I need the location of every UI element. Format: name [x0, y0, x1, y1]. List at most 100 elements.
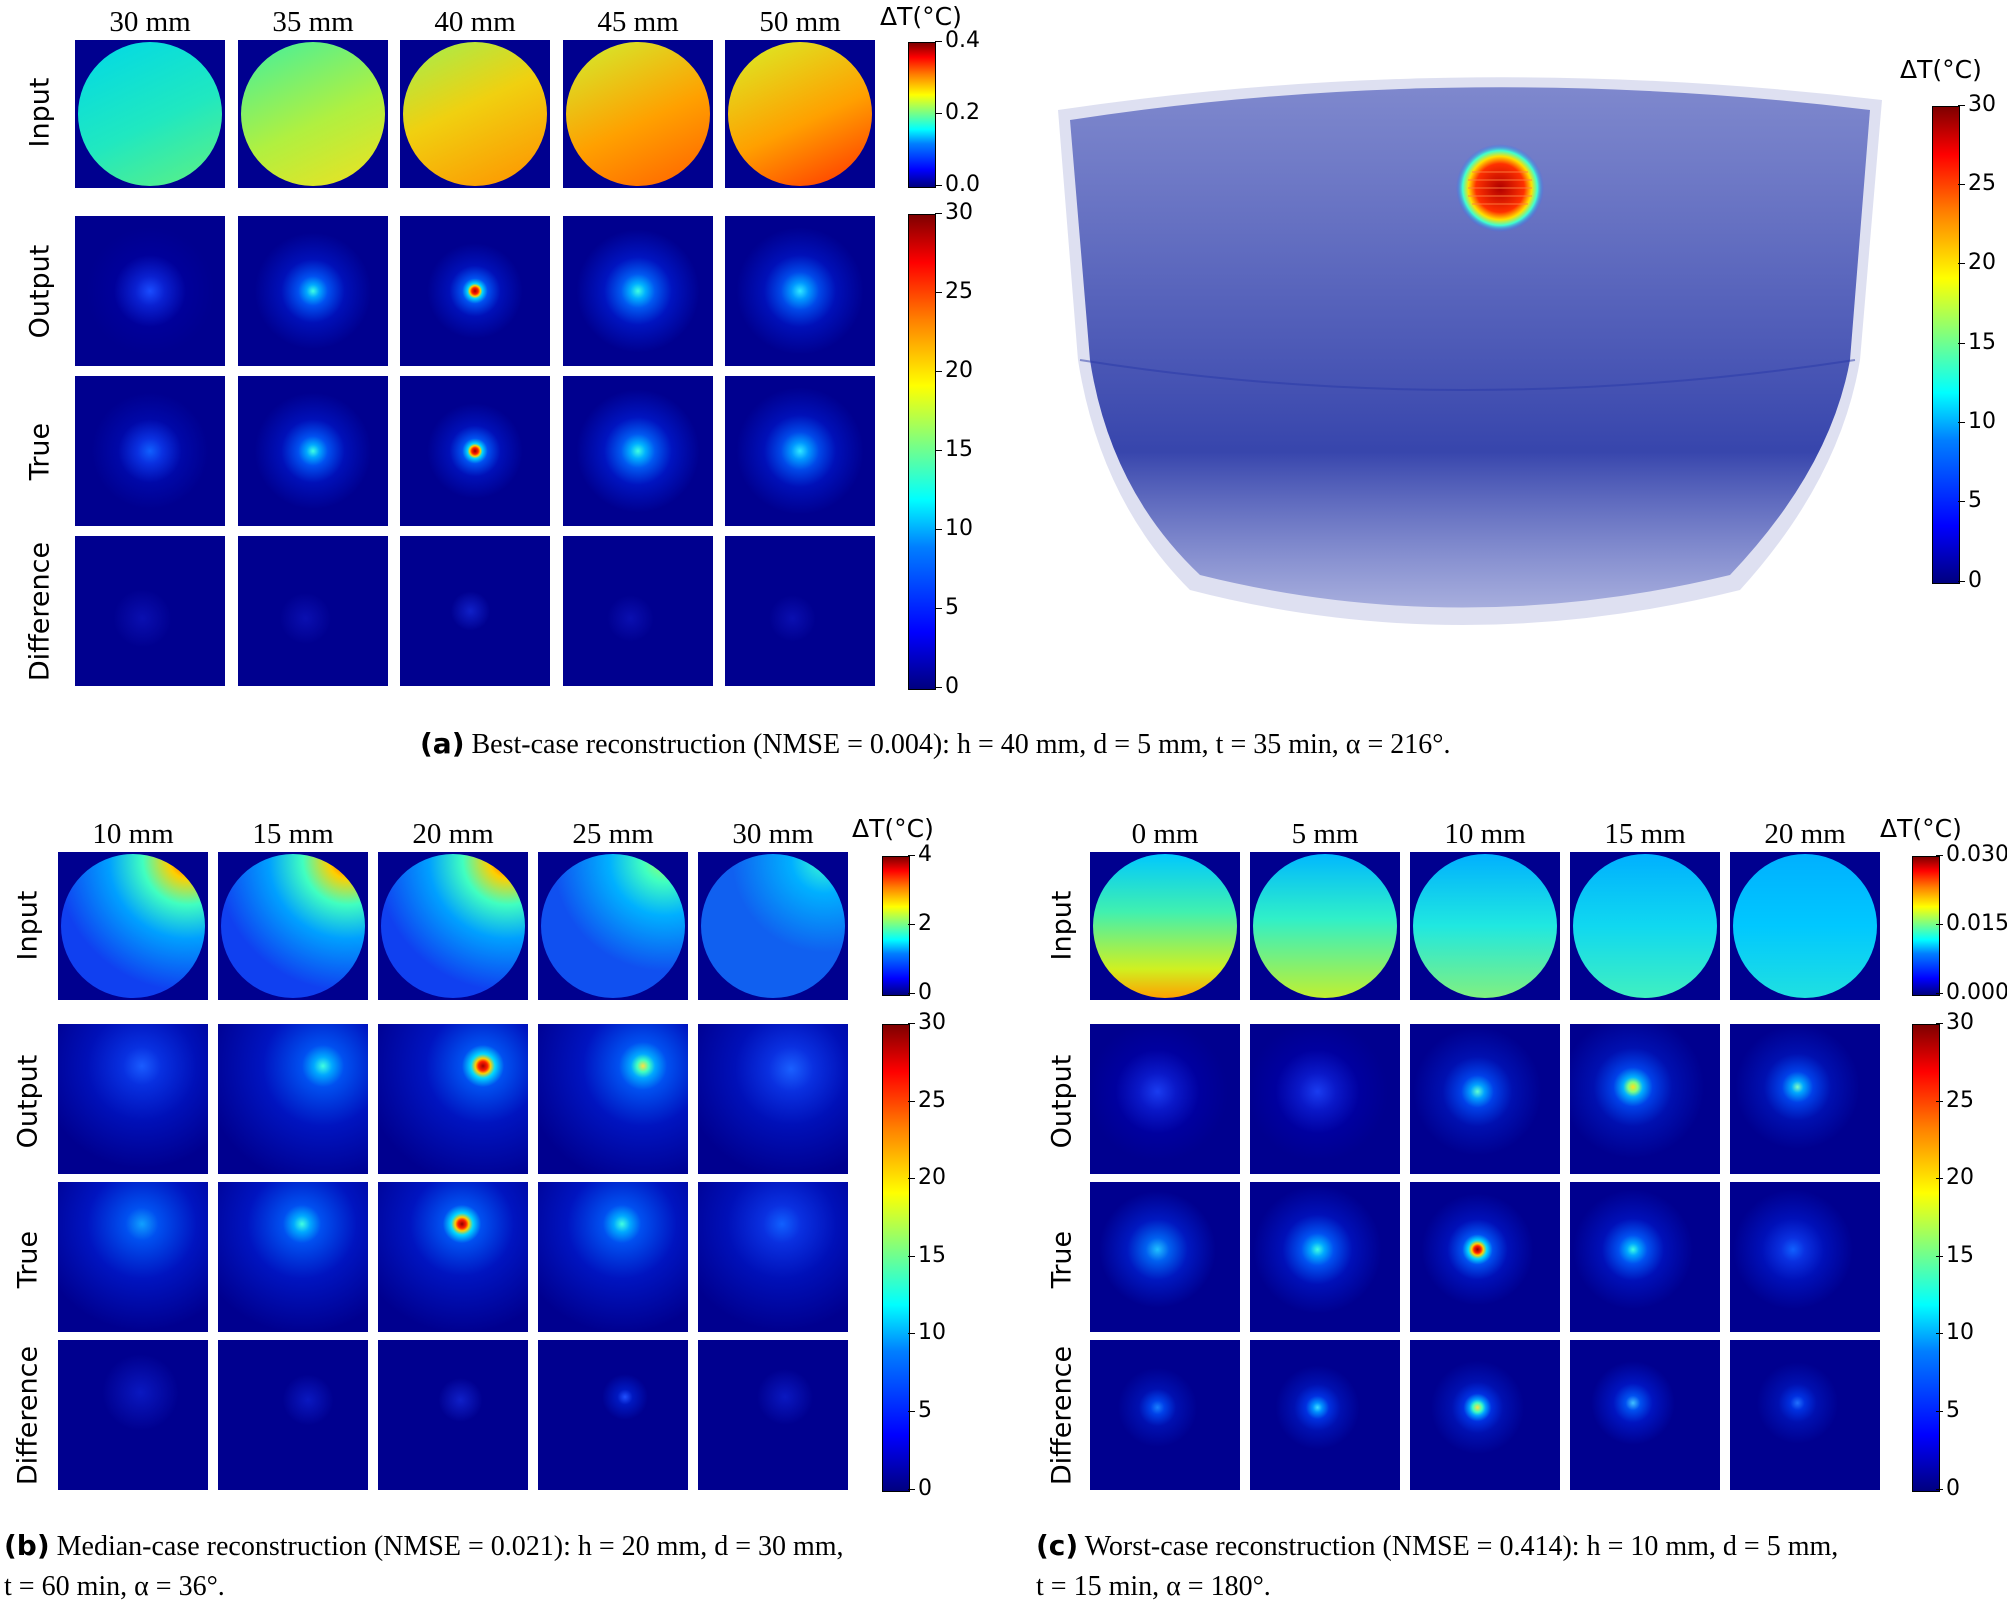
input-map [1090, 852, 1240, 1000]
colorbar-tick: 5 [935, 595, 959, 620]
column-header: 30 mm [732, 818, 814, 850]
caption-label: (c) [1036, 1529, 1079, 1562]
difference-map [563, 536, 713, 686]
input-colorbar [1912, 856, 1940, 996]
output-map [75, 216, 225, 366]
input-colorbar [882, 856, 910, 996]
output-map [538, 1024, 688, 1174]
colorbar-tick: 15 [908, 1243, 946, 1268]
colorbar-unit: ΔT(°C) [1880, 814, 1962, 843]
input-map [75, 40, 225, 188]
input-map [400, 40, 550, 188]
colorbar-tick: 0.030 [1936, 842, 2007, 867]
difference-map [698, 1340, 848, 1490]
output-map [378, 1024, 528, 1174]
input-map [698, 852, 848, 1000]
row-label: Difference [24, 541, 56, 682]
output-colorbar [1912, 1024, 1940, 1492]
column-header: 20 mm [1764, 818, 1846, 850]
column-header: 50 mm [759, 6, 841, 38]
colorbar-tick: 0 [1958, 568, 1982, 593]
difference-map [725, 536, 875, 686]
input-map [378, 852, 528, 1000]
column-header: 10 mm [92, 818, 174, 850]
true-map [1410, 1182, 1560, 1332]
colorbar-tick: 10 [935, 516, 973, 541]
column-header: 10 mm [1444, 818, 1526, 850]
output-map [218, 1024, 368, 1174]
output-map [400, 216, 550, 366]
column-header: 40 mm [434, 6, 516, 38]
column-header: 25 mm [572, 818, 654, 850]
output-map [725, 216, 875, 366]
output-map [238, 216, 388, 366]
colorbar-tick: 10 [908, 1320, 946, 1345]
difference-map [238, 536, 388, 686]
volume-render [1040, 60, 1900, 660]
true-map [400, 376, 550, 526]
output-map [1090, 1024, 1240, 1174]
colorbar-tick: 0.2 [935, 100, 980, 125]
true-map [538, 1182, 688, 1332]
true-map [1250, 1182, 1400, 1332]
colorbar-tick: 10 [1936, 1320, 1974, 1345]
true-map [75, 376, 225, 526]
row-label: Difference [12, 1345, 44, 1486]
input-map [725, 40, 875, 188]
colorbar-tick: 25 [908, 1088, 946, 1113]
colorbar-tick: 0 [1936, 1476, 1960, 1501]
colorbar-tick: 20 [908, 1165, 946, 1190]
difference-map [1730, 1340, 1880, 1490]
input-colorbar [908, 42, 936, 188]
output-map [1570, 1024, 1720, 1174]
row-label: Input [12, 890, 44, 961]
difference-map [1410, 1340, 1560, 1490]
caption-b: (b) Median-case reconstruction (NMSE = 0… [4, 1526, 984, 1607]
column-header: 15 mm [252, 818, 334, 850]
colorbar-tick: 10 [1958, 409, 1996, 434]
caption-c: (c) Worst-case reconstruction (NMSE = 0.… [1036, 1526, 1996, 1607]
colorbar-unit: ΔT(°C) [880, 2, 962, 31]
colorbar-tick: 20 [935, 358, 973, 383]
colorbar-tick: 25 [1958, 171, 1996, 196]
colorbar-tick: 25 [935, 279, 973, 304]
difference-map [378, 1340, 528, 1490]
colorbar-tick: 0.015 [1936, 911, 2007, 936]
colorbar-tick: 30 [935, 200, 973, 225]
colorbar-tick: 25 [1936, 1088, 1974, 1113]
true-map [1570, 1182, 1720, 1332]
output-map [698, 1024, 848, 1174]
input-map [538, 852, 688, 1000]
column-header: 45 mm [597, 6, 679, 38]
output-map [563, 216, 713, 366]
output-colorbar [908, 214, 936, 690]
true-map [218, 1182, 368, 1332]
colorbar-tick: 5 [908, 1398, 932, 1423]
colorbar-tick: 20 [1936, 1165, 1974, 1190]
colorbar-tick: 0.000 [1936, 980, 2007, 1005]
volume-colorbar [1932, 106, 1960, 584]
colorbar-tick: 4 [908, 842, 932, 867]
colorbar-tick: 0.4 [935, 28, 980, 53]
difference-map [1570, 1340, 1720, 1490]
column-header: 20 mm [412, 818, 494, 850]
colorbar-tick: 30 [908, 1010, 946, 1035]
input-map [238, 40, 388, 188]
column-header: 15 mm [1604, 818, 1686, 850]
true-map [1090, 1182, 1240, 1332]
colorbar-tick: 15 [935, 437, 973, 462]
true-map [563, 376, 713, 526]
true-map [238, 376, 388, 526]
input-map [1570, 852, 1720, 1000]
colorbar-unit: ΔT(°C) [852, 814, 934, 843]
row-label: Input [1046, 890, 1078, 961]
input-map [1250, 852, 1400, 1000]
true-map [1730, 1182, 1880, 1332]
output-map [1410, 1024, 1560, 1174]
colorbar-tick: 5 [1936, 1398, 1960, 1423]
caption-text: Median-case reconstruction (NMSE = 0.021… [56, 1531, 844, 1562]
volume-render-svg [1058, 77, 1882, 626]
caption-text: Worst-case reconstruction (NMSE = 0.414)… [1084, 1531, 1839, 1562]
colorbar-tick: 0 [935, 674, 959, 699]
column-header: 35 mm [272, 6, 354, 38]
